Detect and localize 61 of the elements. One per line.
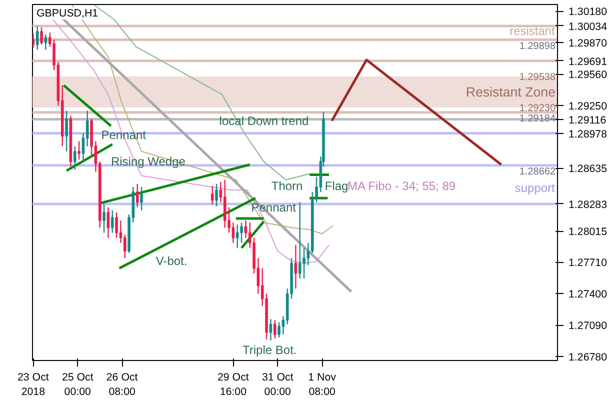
y-tick-label: 1.29250 <box>568 100 608 113</box>
candlestick <box>115 212 118 238</box>
candlestick <box>232 222 235 244</box>
x-tick-label: 29 Oct 16:00 <box>218 372 249 398</box>
candlestick <box>32 32 35 48</box>
x-tick-label: 25 Oct 00:00 <box>62 372 94 398</box>
ref-line-label: 1.28662 <box>519 166 556 178</box>
candlestick <box>210 185 214 205</box>
y-tick-label: 1.30034 <box>568 20 608 33</box>
candlestick <box>294 244 298 290</box>
candlestick <box>223 179 226 228</box>
candlestick <box>106 206 110 238</box>
y-tick-label: 1.27090 <box>568 320 608 332</box>
y-tick-label: 1.29691 <box>568 56 608 68</box>
y-tick-label: 1.28635 <box>568 163 608 176</box>
candlestick <box>273 320 276 340</box>
y-tick-label: 1.28283 <box>568 198 608 211</box>
y-tick-label: 1.27710 <box>568 257 608 270</box>
y-tick-label: 1.26780 <box>568 352 608 364</box>
x-tick-label: 1 Nov 08:00 <box>308 372 337 398</box>
annotation: Flag <box>324 178 348 193</box>
y-tick-label: 1.29116 <box>568 114 606 126</box>
candlestick <box>298 202 302 280</box>
annotation: resistant <box>510 24 556 38</box>
ref-line-label: 1.29898 <box>519 40 556 52</box>
band-label: Resistant Zone <box>466 84 556 100</box>
x-tick-label: 31 Oct 00:00 <box>262 372 294 398</box>
y-tick-label: 1.29870 <box>568 38 608 50</box>
y-tick-label: 1.28015 <box>568 226 608 238</box>
x-tick-label: 23 Oct 2018 <box>18 372 49 398</box>
candlestick <box>269 318 272 342</box>
candlestick <box>136 183 139 208</box>
candlestick <box>215 183 218 207</box>
candlestick <box>40 26 43 46</box>
candlestick <box>140 186 143 211</box>
candlestick <box>240 222 243 244</box>
y-tick-label: 1.30180 <box>568 6 608 18</box>
candlestick <box>278 322 280 338</box>
candlestick <box>123 234 126 259</box>
x-tick-label: 26 Oct 08:00 <box>106 372 138 398</box>
annotation: MA Fibo - 34; 55; 89 <box>348 179 456 194</box>
candlestick <box>44 34 48 50</box>
candlestick <box>110 210 114 234</box>
candlestick <box>236 224 239 249</box>
candlestick <box>78 140 80 160</box>
chart-title: GBPUSD,H1 <box>36 8 98 20</box>
candlestick <box>36 26 39 50</box>
y-tick-label: 1.28978 <box>568 128 608 140</box>
annotation: V-bot. <box>156 254 188 268</box>
candlestick <box>73 146 76 170</box>
annotation: support <box>514 180 556 195</box>
candlestick <box>65 110 68 152</box>
annotation: 1.29230 <box>519 103 556 114</box>
y-tick-label: 1.27400 <box>568 288 608 301</box>
candlestick <box>302 247 306 280</box>
annotation: Thorn <box>271 179 303 194</box>
candlestick <box>102 204 106 234</box>
ref-line-label: 1.29184 <box>519 113 556 124</box>
annotation: 1.29538 <box>519 72 556 83</box>
y-tick-label: 1.29560 <box>568 69 608 82</box>
annotation: Triple Bot. <box>242 342 297 357</box>
